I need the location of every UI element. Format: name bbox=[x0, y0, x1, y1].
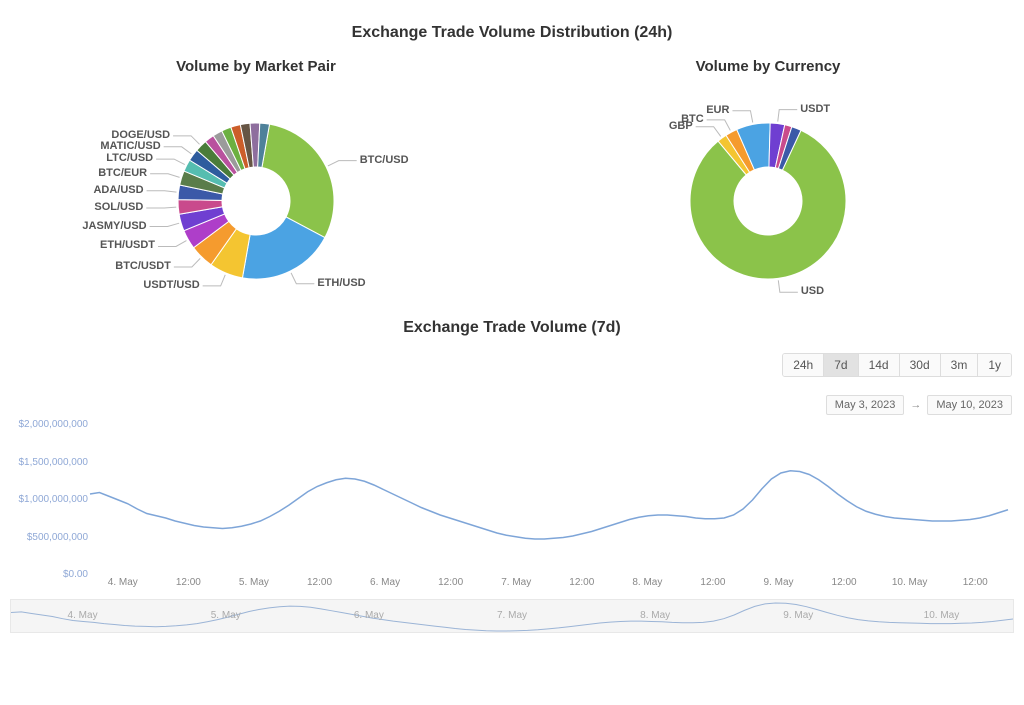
x-axis-tick-label: 6. May bbox=[370, 577, 400, 588]
range-controls: 24h7d14d30d3m1y bbox=[0, 353, 1024, 377]
donut-slice-label: ETH/USD bbox=[317, 277, 365, 289]
range-tabs: 24h7d14d30d3m1y bbox=[782, 353, 1012, 377]
x-axis-tick-label: 8. May bbox=[632, 577, 662, 588]
donut2-subtitle: Volume by Currency bbox=[528, 58, 1008, 75]
donut-slice-label: ETH/USDT bbox=[100, 239, 155, 251]
line-section-title: Exchange Trade Volume (7d) bbox=[0, 319, 1024, 337]
y-axis-tick-label: $1,000,000,000 bbox=[8, 494, 88, 505]
chart-navigator[interactable]: 4. May 5. May 6. May 7. May 8. May 9. May 10. … bbox=[10, 599, 1014, 633]
x-axis-tick-label: 4. May bbox=[108, 577, 138, 588]
donut-slice-label: USDT/USD bbox=[143, 279, 199, 291]
donut-slice-label: SOL/USD bbox=[94, 201, 143, 213]
range-tab-14d[interactable]: 14d bbox=[859, 354, 900, 376]
navigator-tick-label: 4. May bbox=[68, 610, 98, 621]
date-to[interactable]: May 10, 2023 bbox=[927, 395, 1012, 415]
donut-panel-currency: Volume by Currency USDGBPBTCEURUSDT bbox=[528, 58, 1008, 311]
range-tab-3m[interactable]: 3m bbox=[941, 354, 979, 376]
donut-slice-label: BTC/USDT bbox=[115, 260, 171, 272]
y-axis-tick-label: $0.00 bbox=[8, 569, 88, 580]
y-axis-tick-label: $2,000,000,000 bbox=[8, 419, 88, 430]
x-axis-tick-label: 10. May bbox=[892, 577, 928, 588]
volume-line bbox=[90, 471, 1008, 539]
donut-slice-label: EUR bbox=[706, 104, 729, 116]
donut1-subtitle: Volume by Market Pair bbox=[16, 58, 496, 75]
navigator-tick-label: 9. May bbox=[783, 610, 813, 621]
donut2-chart: USDGBPBTCEURUSDT bbox=[528, 91, 1008, 311]
navigator-tick-label: 5. May bbox=[211, 610, 241, 621]
range-tab-24h[interactable]: 24h bbox=[783, 354, 824, 376]
date-arrow-icon: → bbox=[910, 399, 921, 411]
x-axis-tick-label: 12:00 bbox=[307, 577, 332, 588]
x-axis-tick-label: 12:00 bbox=[700, 577, 725, 588]
donut-slice-label: BTC/USD bbox=[360, 154, 409, 166]
x-axis-tick-label: 7. May bbox=[501, 577, 531, 588]
donut-slice-label: BTC bbox=[681, 113, 704, 125]
donut-slice-label: USD bbox=[801, 285, 824, 297]
donut-row: Volume by Market Pair BTC/USD ETH/USD USDT… bbox=[0, 58, 1024, 311]
x-axis-tick-label: 9. May bbox=[763, 577, 793, 588]
navigator-tick-label: 7. May bbox=[497, 610, 527, 621]
donut-slice-label: LTC/USD bbox=[106, 152, 153, 164]
date-range-row: May 3, 2023 → May 10, 2023 bbox=[0, 395, 1024, 415]
donut-panel-market-pair: Volume by Market Pair BTC/USD ETH/USD USDT… bbox=[16, 58, 496, 311]
x-axis-tick-label: 12:00 bbox=[176, 577, 201, 588]
x-axis-tick-label: 12:00 bbox=[832, 577, 857, 588]
donut-slice-label: MATIC/USD bbox=[100, 140, 160, 152]
range-tab-30d[interactable]: 30d bbox=[900, 354, 941, 376]
range-tab-1y[interactable]: 1y bbox=[978, 354, 1011, 376]
range-tab-7d[interactable]: 7d bbox=[824, 354, 858, 376]
donut-slice-label: USDT bbox=[800, 103, 830, 115]
navigator-tick-label: 8. May bbox=[640, 610, 670, 621]
y-axis-tick-label: $1,500,000,000 bbox=[8, 457, 88, 468]
donut-slice-label: JASMY/USD bbox=[82, 220, 146, 232]
x-axis-tick-label: 5. May bbox=[239, 577, 269, 588]
donut-slice-label: DOGE/USD bbox=[111, 129, 170, 141]
donut-slice-label: ADA/USD bbox=[93, 184, 143, 196]
navigator-tick-label: 10. May bbox=[924, 610, 960, 621]
main-title: Exchange Trade Volume Distribution (24h) bbox=[0, 0, 1024, 42]
line-chart[interactable]: $0.00 $500,000,000 $1,000,000,000 $1,500,00… bbox=[0, 425, 1024, 595]
navigator-tick-label: 6. May bbox=[354, 610, 384, 621]
donut-slice[interactable] bbox=[262, 124, 334, 237]
donut-slice-label: BTC/EUR bbox=[98, 167, 147, 179]
date-from[interactable]: May 3, 2023 bbox=[826, 395, 905, 415]
x-axis-tick-label: 12:00 bbox=[569, 577, 594, 588]
x-axis-tick-label: 12:00 bbox=[438, 577, 463, 588]
x-axis-tick-label: 12:00 bbox=[963, 577, 988, 588]
y-axis-tick-label: $500,000,000 bbox=[8, 532, 88, 543]
donut1-chart: BTC/USD ETH/USD USDT/USD BTC/USDT ETH/USDT JA… bbox=[16, 91, 496, 311]
